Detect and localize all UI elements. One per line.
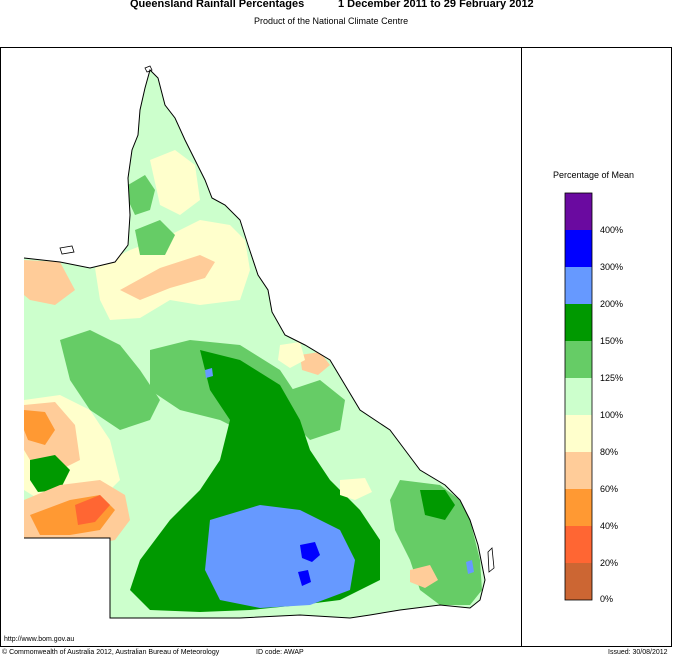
footer-copyright: © Commonwealth of Australia 2012, Austra… — [2, 649, 220, 656]
map-subtitle: Product of the National Climate Centre — [254, 16, 409, 26]
map-title-text: Queensland Rainfall Percentages — [130, 0, 305, 10]
legend-label-100: 100% — [600, 410, 624, 420]
legend-label-300: 300% — [600, 262, 624, 272]
footer-issued: Issued: 30/08/2012 — [608, 649, 668, 656]
queensland-outline — [23, 69, 486, 619]
region-southwest-extreme-2 — [298, 570, 311, 586]
legend-color-bar — [564, 192, 593, 601]
region-southeast-green — [420, 490, 455, 520]
legend-label-400: 400% — [600, 225, 624, 235]
region-coast-dry-pocket — [410, 565, 438, 588]
legend-label-80: 80% — [600, 447, 619, 457]
legend-divider — [521, 47, 522, 647]
legend-bin-300 — [565, 230, 592, 267]
region-cape-north — [150, 150, 200, 215]
legend-label-40: 40% — [600, 521, 619, 531]
region-northeast-blue-dot — [205, 368, 213, 378]
region-coast-yellow-patch — [278, 342, 305, 368]
island-torres-strait — [144, 65, 153, 73]
legend-bin-150 — [565, 304, 592, 341]
region-coast-blue-dot — [466, 560, 474, 574]
region-northwest-gulf — [24, 260, 75, 305]
region-coast-central-dry — [340, 478, 372, 500]
legend-bin-100 — [565, 378, 592, 415]
island-fraser — [487, 547, 495, 573]
legend-label-150: 150% — [600, 336, 624, 346]
rainfall-regions — [24, 70, 485, 618]
legend-bin-60 — [565, 452, 592, 489]
legend-label-200: 200% — [600, 299, 624, 309]
map-title: Queensland Rainfall Percentages 1 Decemb… — [0, 0, 674, 14]
region-central-west — [60, 330, 160, 430]
legend-bin-400 — [565, 193, 592, 230]
legend-bin-125 — [565, 341, 592, 378]
region-cape-inland — [135, 220, 175, 255]
legend-bin-80 — [565, 415, 592, 452]
region-central-east — [290, 380, 345, 440]
legend-title: Percentage of Mean — [553, 170, 635, 180]
region-gulf-dry-band — [120, 255, 215, 300]
footer-url[interactable]: http://www.bom.gov.au — [4, 636, 75, 643]
legend-label-60: 60% — [600, 484, 619, 494]
legend-label-0: 0% — [600, 594, 614, 604]
region-southwest-red — [75, 495, 110, 525]
region-west-green — [30, 455, 70, 492]
map-period: 1 December 2011 to 29 February 2012 — [338, 0, 534, 10]
legend-bin-40 — [565, 489, 592, 526]
region-southeast-coast — [390, 480, 482, 605]
region-southwest-extreme-1 — [300, 542, 320, 562]
legend-bar-border — [564, 192, 593, 601]
legend-bin-200 — [565, 267, 592, 304]
legend-bin-0 — [565, 563, 592, 600]
region-coast-mackay-dry — [300, 352, 330, 375]
map-frame — [0, 47, 672, 647]
legend-label-20: 20% — [600, 558, 619, 568]
region-west-orange — [24, 410, 55, 445]
legend-bin-20 — [565, 526, 592, 563]
legend-label-125: 125% — [600, 373, 624, 383]
footer-id-code: ID code: AWAP — [256, 649, 304, 656]
island-mornington — [59, 245, 75, 255]
region-cape-wet — [128, 175, 155, 215]
region-southwest-above-average — [205, 505, 355, 608]
